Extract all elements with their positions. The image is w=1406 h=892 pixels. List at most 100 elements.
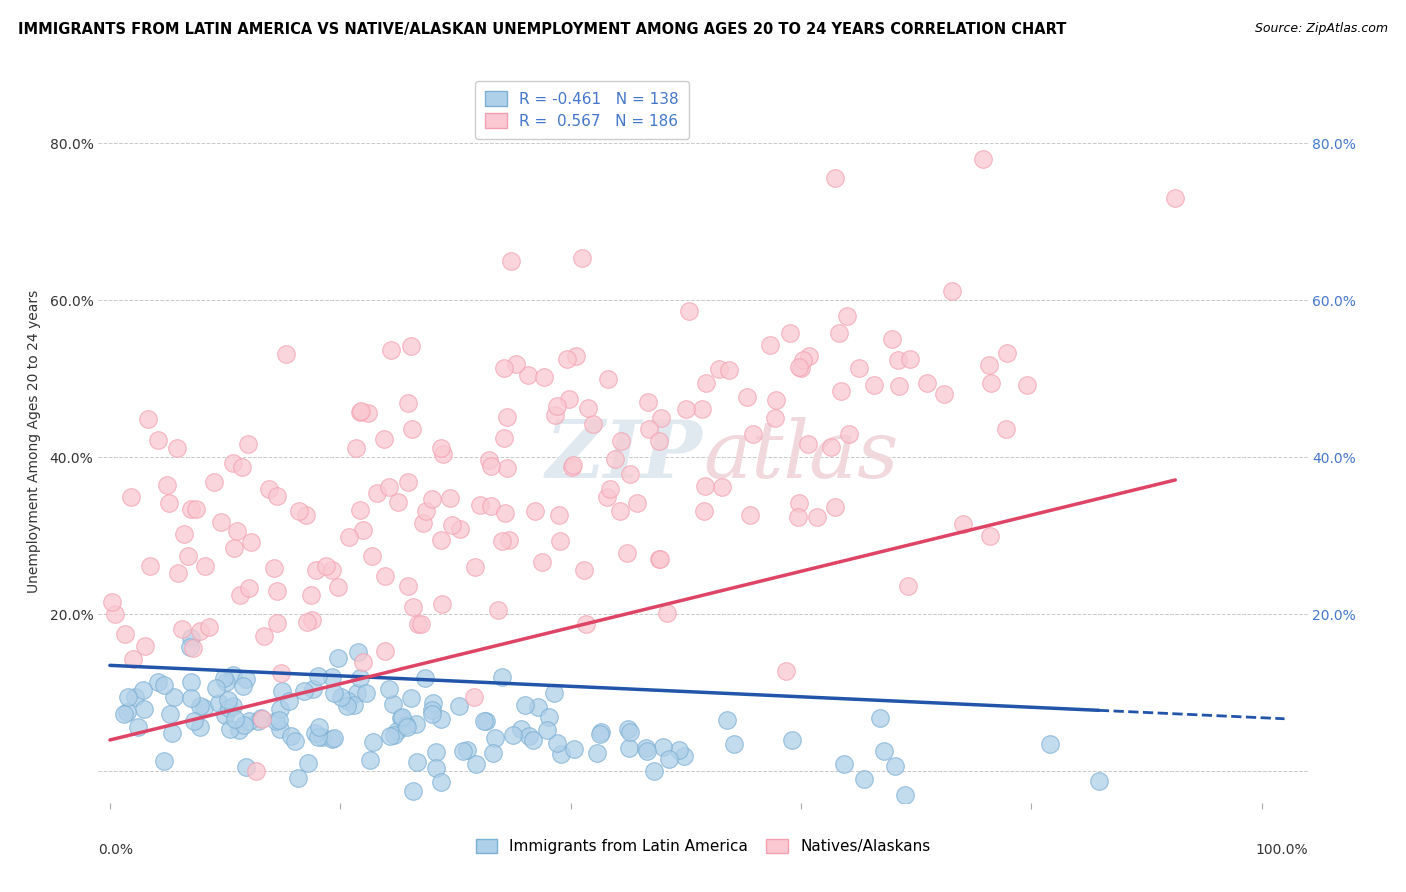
Point [496,460,519,475]
Point [307,730,329,744]
Point [214,707,236,722]
Point [429,441,451,455]
Point [401,599,423,614]
Point [134,639,156,653]
Point [380,343,402,357]
Point [548,508,571,522]
Point [626,495,648,509]
Point [295,508,318,523]
Point [531,555,554,569]
Point [250,711,273,725]
Point [550,747,572,762]
Point [188,698,211,713]
Point [486,603,509,617]
Point [305,562,328,576]
Point [114,627,136,641]
Point [619,724,641,739]
Point [218,693,240,707]
Point [897,579,920,593]
Point [245,764,267,779]
Point [558,392,581,406]
Point [648,552,671,566]
Point [163,690,186,704]
Point [430,712,453,726]
Point [765,393,787,408]
Point [516,368,538,383]
Point [373,432,395,446]
Point [441,517,464,532]
Point [411,617,433,632]
Point [792,353,814,368]
Point [636,744,658,758]
Point [264,714,287,728]
Point [193,701,215,715]
Point [799,349,821,363]
Point [288,504,311,518]
Point [543,686,565,700]
Point [536,723,558,737]
Point [321,731,343,746]
Point [156,478,179,492]
Point [173,527,195,541]
Point [972,152,994,166]
Point [322,731,344,745]
Point [422,491,444,506]
Point [658,752,681,766]
Point [304,726,326,740]
Point [718,362,741,376]
Point [873,743,896,757]
Point [346,645,368,659]
Point [498,533,520,547]
Point [112,707,135,722]
Point [267,713,290,727]
Point [180,690,202,705]
Point [188,720,211,734]
Point [780,732,803,747]
Point [647,552,669,566]
Point [346,441,368,455]
Point [233,717,256,731]
Point [562,742,585,756]
Point [212,671,235,685]
Point [790,360,813,375]
Point [429,533,451,547]
Point [157,496,180,510]
Point [941,284,963,298]
Y-axis label: Unemployment Among Ages 20 to 24 years: Unemployment Among Ages 20 to 24 years [27,290,41,593]
Point [387,495,409,509]
Point [270,665,292,680]
Point [1017,378,1039,392]
Point [159,707,181,722]
Point [576,401,599,416]
Point [995,346,1018,360]
Point [634,740,657,755]
Point [180,674,202,689]
Point [824,170,846,185]
Point [177,549,200,563]
Point [152,755,174,769]
Point [308,720,330,734]
Point [380,729,402,743]
Point [222,456,245,470]
Point [366,486,388,500]
Point [284,734,307,748]
Point [1164,191,1187,205]
Point [224,712,246,726]
Point [336,694,359,708]
Point [136,411,159,425]
Point [339,530,361,544]
Point [301,614,323,628]
Text: atlas: atlas [703,417,898,495]
Point [647,434,669,449]
Point [247,714,270,728]
Point [378,480,401,494]
Point [643,764,665,778]
Point [472,714,495,728]
Point [979,529,1001,543]
Point [354,686,377,700]
Point [571,251,593,265]
Point [360,549,382,564]
Point [711,480,734,494]
Point [321,670,343,684]
Point [494,506,516,520]
